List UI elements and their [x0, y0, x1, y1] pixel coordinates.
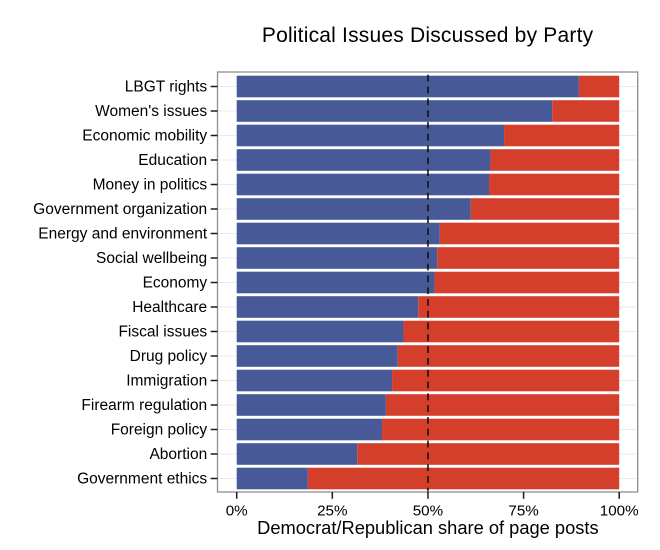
svg-text:Government ethics: Government ethics — [77, 470, 207, 487]
svg-text:Government organization: Government organization — [33, 201, 207, 218]
svg-text:Political Issues Discussed by: Political Issues Discussed by Party — [262, 24, 594, 47]
svg-text:50%: 50% — [413, 502, 443, 519]
svg-text:75%: 75% — [508, 502, 538, 519]
svg-text:0%: 0% — [226, 502, 248, 519]
svg-text:100%: 100% — [600, 502, 639, 519]
svg-text:25%: 25% — [317, 502, 347, 519]
svg-text:Immigration: Immigration — [126, 372, 207, 389]
svg-text:Fiscal issues: Fiscal issues — [118, 323, 207, 340]
svg-text:Education: Education — [138, 152, 207, 169]
svg-text:Foreign policy: Foreign policy — [111, 421, 208, 438]
svg-text:Democrat/Republican share of p: Democrat/Republican share of page posts — [257, 517, 598, 538]
svg-text:Women's issues: Women's issues — [95, 103, 207, 120]
svg-text:LBGT rights: LBGT rights — [125, 78, 208, 95]
svg-text:Drug policy: Drug policy — [130, 348, 208, 365]
svg-text:Energy and environment: Energy and environment — [38, 225, 208, 242]
svg-text:Economic mobility: Economic mobility — [82, 127, 207, 144]
svg-text:Economy: Economy — [143, 274, 208, 291]
svg-text:Abortion: Abortion — [149, 446, 207, 463]
svg-text:Social wellbeing: Social wellbeing — [96, 250, 207, 267]
svg-text:Healthcare: Healthcare — [132, 299, 207, 316]
svg-text:Money in politics: Money in politics — [93, 176, 208, 193]
svg-text:Firearm regulation: Firearm regulation — [81, 397, 207, 414]
